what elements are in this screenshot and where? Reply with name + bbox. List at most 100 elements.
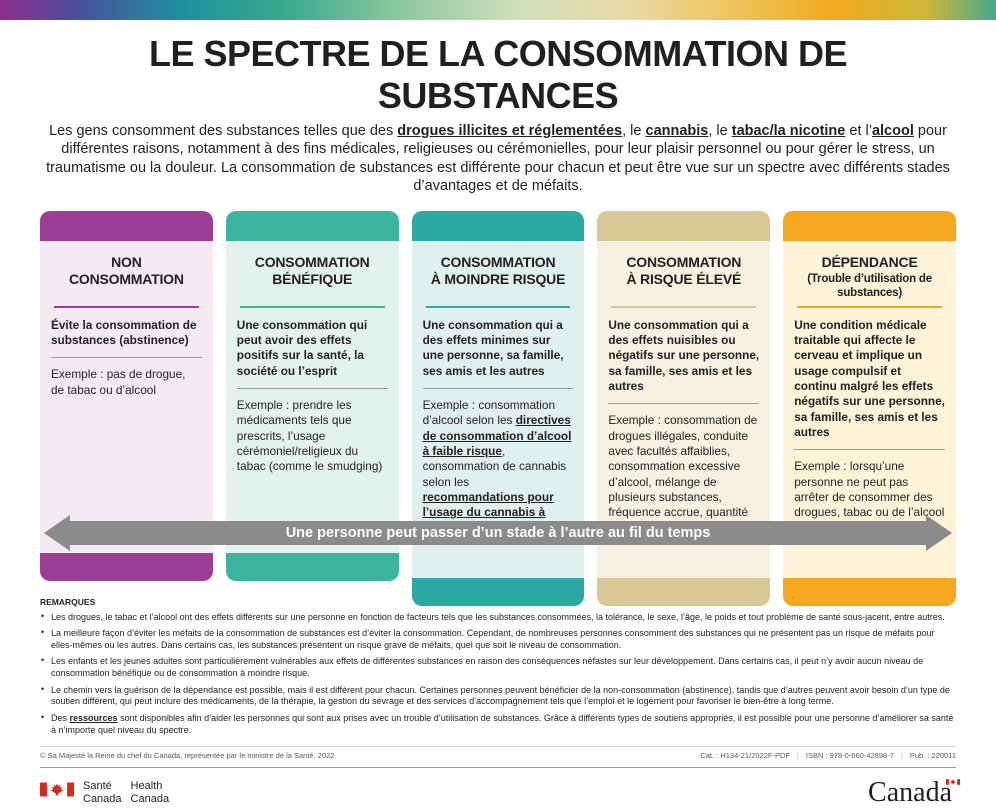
card-description: Une condition médicale traitable qui aff… [794,317,945,439]
top-gradient-bar [0,0,996,20]
link-illicit-regulated-drugs[interactable]: drogues illicites et réglementées [397,123,623,139]
card-title-line: CONSOMMATION [440,253,556,270]
remark-bullet: Des ressources sont disponibles afin d’a… [40,712,956,737]
card-bottom-cap [40,552,213,581]
title-rule [425,305,571,308]
page-title: LE SPECTRE DE LA CONSOMMATION DE SUBSTAN… [148,33,848,116]
card-title: DÉPENDANCE (Trouble d’utilisation de sub… [794,254,945,304]
card-divider [422,387,574,389]
remark-text: sont disponibles afin d’aider les person… [51,712,954,735]
remarks-list: Les drogues, le tabac et l’alcool ont de… [40,611,956,737]
wordmark-text: Canada [868,776,952,808]
isbn-number: ISBN : 978-0-660-42898-7 [805,750,894,760]
spectrum-columns: NON CONSOMMATION Évite la consommation d… [40,210,956,606]
separator: | [796,750,799,760]
title-rule [239,305,385,308]
arrow-bar: Une personne peut passer d’un stade à l’… [70,520,926,545]
card-title-line: À MOINDRE RISQUE [430,271,566,288]
fineprint-row: © Sa Majesté la Reine du chef du Canada,… [40,745,956,760]
canada-wordmark: Canada [868,776,960,809]
stage-card-non-consommation: NON CONSOMMATION Évite la consommation d… [40,210,213,581]
intro-text: et l’ [845,123,872,139]
card-divider [236,387,388,389]
card-title: CONSOMMATION BÉNÉFIQUE [237,254,388,304]
link-tobacco-nicotine[interactable]: tabac/la nicotine [731,123,846,139]
card-description: Une consommation qui a des effets nuisib… [608,317,760,393]
arrow-left-head-icon [44,514,70,551]
signature-french: Santé Canada [83,780,122,806]
card-divider [608,403,760,405]
pub-number: Pub. : 220011 [909,750,956,760]
arrow-label: Une personne peut passer d’un stade à l’… [285,524,711,541]
card-description: Une consommation qui a des effets minime… [422,317,564,378]
card-description: Évite la consommation de substances (abs… [51,317,197,347]
footer-logos: Santé Canada Health Canada Canada [40,776,960,809]
intro-paragraph: Les gens consomment des substances telle… [33,122,963,196]
card-title: CONSOMMATION À RISQUE ÉLEVÉ [608,254,759,304]
card-subtitle: (Trouble d’utilisation de substances) [807,273,932,299]
card-body: NON CONSOMMATION Évite la consommation d… [40,240,213,553]
copyright-text: © Sa Majesté la Reine du chef du Canada,… [40,750,335,760]
link-alcohol[interactable]: alcool [871,123,914,139]
card-title-line: CONSOMMATION [69,271,184,288]
title-rule [611,305,757,308]
remark-bullet: La meilleure façon d’éviter les méfaits … [40,627,956,652]
card-example: Exemple : pas de drogue, de tabac ou d’a… [51,367,186,397]
card-bottom-cap [597,577,771,606]
remark-bullet: Les enfants et les jeunes adultes sont p… [40,655,956,680]
card-divider [794,449,945,451]
remark-bullet: Le chemin vers la guérison de la dépenda… [40,684,956,709]
signature-english: Health Canada [131,780,170,806]
intro-text: pour différentes raisons, notamment à de… [46,123,950,195]
signature-text: Santé [83,779,112,792]
footer-divider [40,766,956,768]
example-text: , consommation de cannabis selon les [422,443,567,489]
card-divider [51,357,202,359]
intro-text: , le [622,123,646,139]
title-rule [54,305,199,308]
remark-text: Des [51,712,70,723]
separator: | [900,750,903,760]
stage-card-consommation-benefique: CONSOMMATION BÉNÉFIQUE Une consommation … [225,210,399,581]
catalog-numbers: Cat. : H134-21/2022F-PDF | ISBN : 978-0-66… [700,751,956,760]
card-example: Exemple : consommation de drogues illéga… [608,413,758,534]
signature-text: Canada [83,792,122,805]
card-title: NON CONSOMMATION [51,254,202,304]
remarks-heading: REMARQUES [40,596,96,607]
signature-text: Canada [130,792,170,805]
card-bottom-cap [783,577,956,606]
card-title-line: CONSOMMATION [254,253,370,270]
intro-text: , le [708,123,732,139]
arrow-right-head-icon [926,514,952,551]
card-title-line: CONSOMMATION [626,253,742,270]
spectrum-arrow: Une personne peut passer d’un stade à l’… [44,514,952,551]
catalog-number: Cat. : H134-21/2022F-PDF [700,750,790,760]
card-bottom-cap [225,552,399,581]
card-top-cap [783,210,956,241]
card-title: CONSOMMATION À MOINDRE RISQUE [423,254,574,304]
card-top-cap [40,210,213,241]
card-title-line: DÉPENDANCE [821,253,918,270]
remarks-section: REMARQUES Les drogues, le tabac et l’alc… [40,597,956,737]
link-low-risk-alcohol-guidelines[interactable]: directives de consommation d’alcool à fa… [422,413,572,458]
canada-flag-icon [40,782,74,796]
remark-bullet: Les drogues, le tabac et l’alcool ont de… [40,611,956,624]
health-canada-signature: Santé Canada Health Canada [40,780,169,806]
card-description: Une consommation qui peut avoir des effe… [236,317,368,378]
link-resources[interactable]: ressources [69,712,118,723]
intro-text: Les gens consomment des substances telle… [49,123,398,139]
card-top-cap [411,210,585,241]
card-title-line: À RISQUE ÉLEVÉ [626,271,742,288]
link-cannabis[interactable]: cannabis [645,123,709,139]
card-title-line: NON [111,253,142,270]
card-bottom-cap [411,577,585,606]
card-example: Exemple : prendre les médicaments tels q… [236,397,383,474]
card-top-cap [597,210,771,241]
card-body: CONSOMMATION BÉNÉFIQUE Une consommation … [225,240,399,553]
card-title-line: BÉNÉFIQUE [272,271,353,288]
example-text: Exemple : consommation d’alcool selon le… [422,397,556,428]
card-top-cap [225,210,399,241]
canada-wordmark-flag-icon [946,778,960,785]
title-rule [797,305,942,308]
